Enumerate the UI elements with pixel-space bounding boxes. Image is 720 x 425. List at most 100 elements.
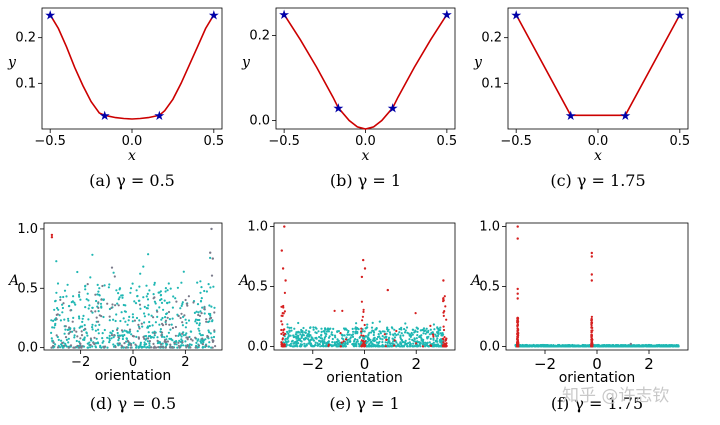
scatter-point (591, 329, 594, 332)
scatter-point (153, 300, 156, 303)
y-tick-label: 0.2 (249, 29, 270, 44)
scatter-point (403, 331, 407, 334)
scatter-point (356, 331, 359, 334)
scatter-point (205, 318, 208, 321)
scatter-point (655, 344, 659, 347)
scatter-point (346, 342, 349, 345)
scatter-point (363, 337, 366, 340)
scatter-point (182, 270, 185, 273)
scatter-point (152, 297, 155, 300)
scatter-point (309, 342, 313, 345)
scatter-point (168, 318, 171, 321)
scatter-point (286, 326, 289, 329)
scatter-point (110, 332, 113, 335)
scatter-point (60, 344, 64, 347)
y-axis-label: y (473, 55, 483, 71)
scatter-point (61, 341, 64, 345)
scatter-point (410, 331, 413, 335)
scatter-point (321, 342, 324, 345)
scatter-point (381, 341, 384, 344)
scatter-point (362, 258, 365, 262)
scatter-point (334, 336, 337, 339)
scatter-point (416, 327, 419, 330)
scatter-point (87, 299, 90, 302)
scatter-point (377, 333, 380, 336)
scatter-point (409, 343, 412, 346)
scatter-point (110, 334, 114, 337)
scatter-point (63, 332, 66, 335)
scatter-point (414, 340, 417, 343)
scatter-point (203, 289, 206, 293)
scatter-point (147, 304, 150, 307)
panel-a-y-curve: −0.5 0.0 0.5 0.1 0.2 x y (a) γ = 0.5 ★ ★ ★ ★ (7, 7, 224, 190)
scatter-point (153, 332, 156, 335)
scatter-point (186, 344, 189, 347)
scatter-point (128, 315, 131, 318)
scatter-point (319, 345, 322, 348)
scatter-point (156, 336, 159, 339)
scatter-point (415, 337, 418, 340)
scatter-point (320, 330, 323, 333)
scatter-point (210, 305, 213, 308)
scatter-point (308, 340, 311, 343)
scatter-point (89, 343, 92, 347)
scatter-point (389, 342, 392, 345)
scatter-point (67, 341, 70, 344)
scatter-point (119, 319, 122, 323)
scatter-point (174, 325, 177, 329)
scatter-point (436, 326, 439, 329)
scatter-point (421, 343, 424, 346)
scatter-point (365, 345, 368, 348)
scatter-point (113, 334, 116, 337)
scatter-point (585, 345, 588, 348)
scatter-point (56, 335, 59, 339)
scatter-point (400, 328, 403, 331)
scatter-point (209, 251, 212, 254)
scatter-point (421, 345, 424, 348)
scatter-point (398, 331, 401, 334)
scatter-point (137, 323, 140, 326)
scatter-point (67, 346, 70, 349)
scatter-point (361, 315, 364, 318)
scatter-point (136, 294, 139, 298)
scatter-point (432, 341, 435, 344)
scatter-point (111, 303, 114, 306)
scatter-point (437, 328, 440, 331)
scatter-point (97, 328, 100, 331)
scatter-point (78, 291, 81, 294)
x-tick-label: −2 (534, 355, 556, 373)
scatter-point (84, 306, 87, 309)
scatter-point (280, 305, 283, 308)
scatter-point (100, 305, 103, 308)
y-axis-label: A (7, 273, 19, 289)
x-axis-label: orientation (95, 368, 172, 384)
scatter-point (73, 334, 76, 337)
scatter-point (351, 333, 355, 336)
scatter-point (539, 344, 542, 347)
scatter-point (374, 339, 377, 342)
scatter-point (596, 345, 599, 348)
scatter-point (439, 326, 442, 329)
scatter-point (408, 338, 411, 341)
scatter-point (167, 282, 170, 285)
scatter-point (205, 344, 208, 347)
scatter-point (175, 343, 178, 346)
scatter-point (141, 325, 144, 328)
scatter-point (388, 331, 391, 334)
scatter-point (89, 346, 92, 349)
scatter-point (637, 344, 640, 347)
scatter-point (158, 306, 161, 309)
scatter-point (336, 330, 339, 333)
scatter-point (198, 314, 202, 317)
scatter-point (339, 332, 342, 335)
scatter-point (50, 319, 53, 322)
scatter-point (297, 342, 300, 345)
scatter-point (147, 331, 150, 334)
scatter-point (201, 343, 204, 346)
scatter-point (318, 335, 321, 339)
scatter-point (112, 318, 115, 321)
scatter-point (323, 338, 326, 341)
y-tick-label: 1.0 (17, 222, 38, 237)
x-tick-label: 0.5 (437, 134, 458, 149)
scatter-point (147, 313, 150, 316)
